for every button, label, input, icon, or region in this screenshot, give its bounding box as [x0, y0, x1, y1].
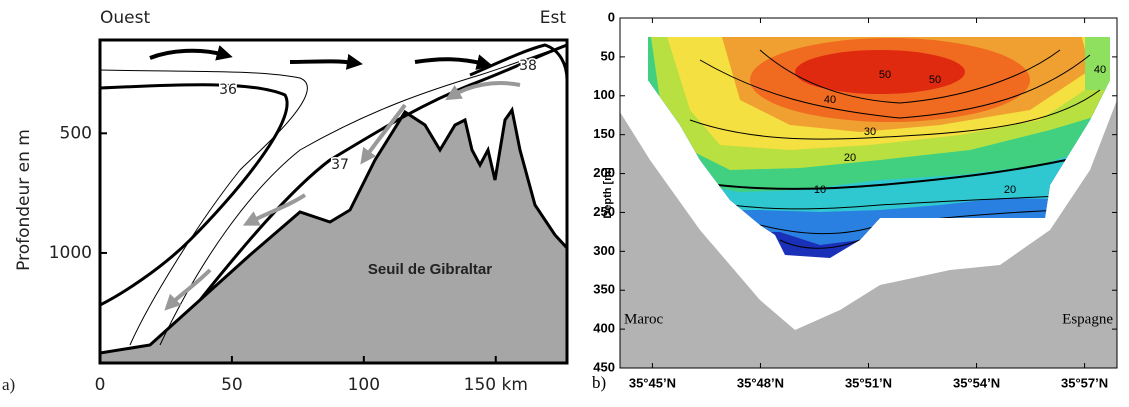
contour-label: 50	[879, 69, 891, 81]
x-tick-label: 35°54’N	[953, 375, 1000, 390]
contour-line	[779, 239, 861, 249]
flow-arrow	[289, 53, 363, 70]
y-tick-label: 50	[601, 48, 615, 63]
band	[795, 50, 965, 94]
y-tick-label: 400	[593, 321, 615, 336]
thin-contour	[100, 69, 308, 346]
contour-label: 40	[1094, 64, 1106, 76]
thin-contour	[159, 44, 567, 346]
outflow-arrow	[242, 193, 307, 226]
x-tick-label: 35°51’N	[845, 375, 892, 390]
contour-fill	[648, 37, 1110, 258]
y-tick-label: 250	[593, 204, 615, 219]
contour-label: 20	[1004, 184, 1016, 196]
panel: 35°45’N 35°48’N 35°51’N 35°54’N 35°57’N 0 50 10…	[592, 9, 1117, 392]
y-tick-label: 200	[593, 165, 615, 180]
panel: 0 50 100 150 km 500 1000 Ouest Est 36 37 38 Seuil d…	[2, 8, 566, 395]
x-tick-label: 100	[348, 375, 380, 395]
outflow-arrow	[445, 81, 521, 101]
contour-label: 30	[864, 126, 876, 138]
x-tick-label: 35°45’N	[629, 375, 676, 390]
frame	[98, 38, 569, 365]
x-tick-label: 50	[221, 375, 243, 395]
seabed	[620, 100, 1117, 368]
y-tick-label: 500	[60, 123, 92, 143]
contour-36	[100, 83, 289, 307]
contour-label: 50	[929, 74, 941, 86]
contour-line	[659, 149, 1110, 190]
annotation: 38	[519, 58, 537, 74]
y-axis-label: Profondeur en m	[14, 129, 34, 271]
panel-label: a)	[2, 375, 15, 394]
x-tick-label: 0	[95, 375, 106, 395]
contour-37	[198, 43, 567, 301]
contour-line	[689, 89, 1101, 140]
annotation: Est	[540, 8, 567, 28]
y-axis-label: Depth [m]	[602, 167, 614, 219]
y-tick-label: 1000	[49, 243, 92, 263]
contour-label: 20	[844, 152, 856, 164]
y-tick-label: 350	[593, 282, 615, 297]
y-tick-label: 0	[608, 9, 615, 24]
contour-label: 40	[824, 94, 836, 106]
x-tick-label: 150 km	[464, 375, 528, 395]
contour-label: 10	[814, 184, 826, 196]
contour-line	[699, 195, 1061, 210]
annotation: Maroc	[624, 311, 663, 327]
annotation: Ouest	[100, 8, 150, 28]
x-tick-label: 35°57’N	[1061, 375, 1108, 390]
schematic-shapes	[100, 43, 567, 363]
seabed	[100, 106, 567, 363]
y-tick-label: 300	[593, 243, 615, 258]
annotation: 37	[331, 157, 349, 173]
contour-38	[469, 43, 567, 81]
y-tick-label: 450	[593, 359, 615, 374]
annotation: 36	[219, 82, 237, 98]
outflow-arrow	[360, 103, 407, 165]
annotation: Espagne	[1062, 311, 1113, 327]
panel-label: b)	[592, 373, 606, 392]
flow-arrow	[149, 45, 233, 61]
contour-line	[699, 54, 1091, 119]
outflow-arrow	[164, 268, 212, 311]
y-tick-label: 150	[593, 126, 615, 141]
annotation: Seuil de Gibraltar	[368, 261, 492, 278]
x-tick-label: 35°48’N	[737, 375, 784, 390]
y-tick-label: 100	[593, 87, 615, 102]
contour-line	[759, 49, 1061, 104]
flow-arrow	[414, 54, 493, 70]
band	[1085, 37, 1110, 90]
